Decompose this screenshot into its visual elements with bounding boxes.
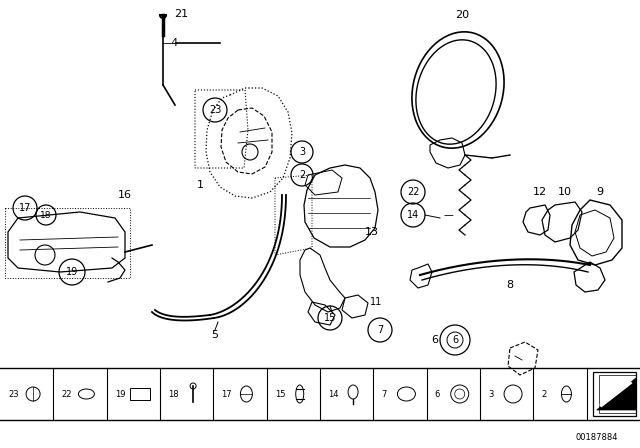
Polygon shape — [593, 372, 636, 416]
Text: 18: 18 — [168, 389, 179, 399]
Text: 22: 22 — [407, 187, 419, 197]
Text: 6: 6 — [431, 335, 438, 345]
Text: 8: 8 — [506, 280, 513, 290]
Text: 21: 21 — [174, 9, 188, 19]
Text: 5: 5 — [211, 330, 218, 340]
Text: 13: 13 — [365, 227, 379, 237]
Text: 17: 17 — [19, 203, 31, 213]
Text: 14: 14 — [328, 389, 339, 399]
Text: 17: 17 — [221, 389, 232, 399]
Text: 19: 19 — [66, 267, 78, 277]
Text: 12: 12 — [533, 187, 547, 197]
Text: 3: 3 — [488, 389, 493, 399]
Text: 23: 23 — [209, 105, 221, 115]
Text: 1: 1 — [197, 180, 204, 190]
Text: 19: 19 — [115, 389, 125, 399]
Text: 18: 18 — [40, 211, 52, 220]
Text: 15: 15 — [324, 313, 336, 323]
Text: 7: 7 — [377, 325, 383, 335]
Text: 14: 14 — [407, 210, 419, 220]
Polygon shape — [596, 378, 636, 410]
Text: —4: —4 — [161, 38, 178, 48]
Text: 15: 15 — [275, 389, 285, 399]
Text: 6: 6 — [435, 389, 440, 399]
Text: 2: 2 — [541, 389, 547, 399]
Text: 3: 3 — [299, 147, 305, 157]
Text: 22: 22 — [61, 389, 72, 399]
Text: 11: 11 — [370, 297, 382, 307]
Text: 20: 20 — [455, 10, 469, 20]
Text: 00187884: 00187884 — [575, 432, 618, 441]
Text: 2: 2 — [299, 170, 305, 180]
Text: 6: 6 — [452, 335, 458, 345]
Text: —: — — [443, 210, 453, 220]
Text: 7: 7 — [381, 389, 387, 399]
Text: 16: 16 — [118, 190, 132, 200]
Text: 10: 10 — [558, 187, 572, 197]
Text: 23: 23 — [8, 389, 19, 399]
Text: 9: 9 — [596, 187, 604, 197]
